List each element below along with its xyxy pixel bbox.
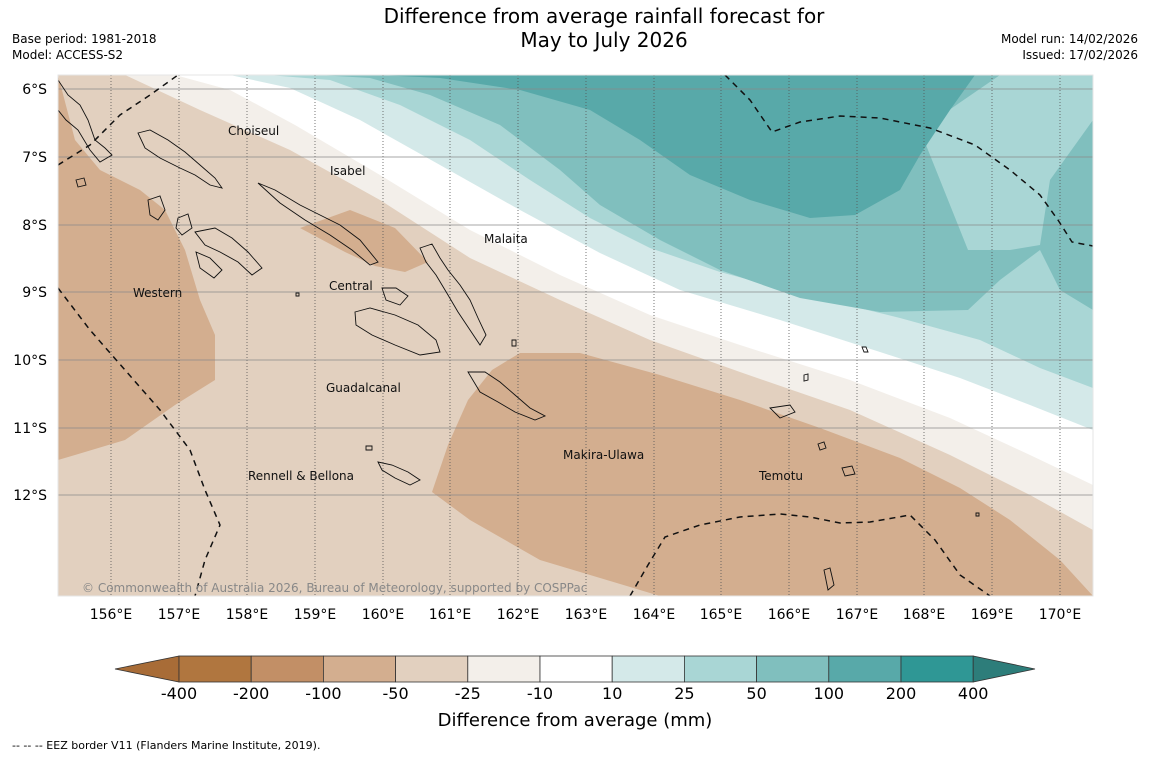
latitude-labels: 6°S 7°S 8°S 9°S 10°S 11°S 12°S	[13, 82, 47, 504]
island-outlines	[58, 79, 980, 591]
lon-label-167e: 167°E	[836, 607, 879, 623]
model-text: Model: ACCESS-S2	[12, 48, 124, 62]
lon-label-159e: 159°E	[294, 607, 337, 623]
map-area	[58, 75, 1093, 596]
lon-label-157e: 157°E	[158, 607, 201, 623]
region-label-rennell-bellona: Rennell & Bellona	[248, 469, 354, 483]
region-label-makira-ulawa: Makira-Ulawa	[563, 448, 644, 462]
eez-borders	[58, 75, 1093, 596]
colorbar-tick-label: 400	[958, 684, 989, 703]
colorbar-tick-label: 100	[814, 684, 845, 703]
region-label-central: Central	[329, 279, 373, 293]
map-title: Difference from average rainfall forecas…	[300, 4, 908, 52]
colorbar-tick-label: -400	[161, 684, 197, 703]
dry-patch-western	[58, 75, 215, 460]
title-line-2: May to July 2026	[520, 28, 688, 52]
colorbar-tick-label: -25	[455, 684, 481, 703]
region-label-isabel: Isabel	[330, 164, 365, 178]
band-plus-25-east	[378, 75, 1093, 250]
colorbar-cell	[611, 655, 685, 683]
issued-text: Issued: 17/02/2026	[1022, 48, 1138, 62]
lon-label-165e: 165°E	[700, 607, 743, 623]
longitude-labels: 156°E 157°E 158°E 159°E 160°E 161°E 162°…	[90, 607, 1082, 623]
region-label-malaita: Malaita	[484, 232, 528, 246]
meta-right: Model run: 14/02/2026 Issued: 17/02/2026	[1001, 31, 1138, 63]
colorbar-tick-label: -200	[233, 684, 269, 703]
title-line-1: Difference from average rainfall forecas…	[383, 4, 825, 28]
graticule-parallels	[58, 88, 1093, 496]
region-label-choiseul: Choiseul	[228, 124, 279, 138]
lon-label-168e: 168°E	[903, 607, 946, 623]
base-period-text: Base period: 1981-2018	[12, 32, 157, 46]
band-plus-100	[378, 75, 975, 218]
lon-label-158e: 158°E	[226, 607, 269, 623]
colorbar-cell	[322, 655, 396, 683]
copyright-text: © Commonwealth of Australia 2026, Bureau…	[82, 581, 587, 595]
colorbar-cell	[756, 655, 830, 683]
colorbar-extend-low	[114, 655, 180, 683]
lat-label-8s: 8°S	[22, 218, 47, 234]
dry-patch-central	[300, 210, 428, 272]
lon-label-169e: 169°E	[971, 607, 1014, 623]
lon-label-162e: 162°E	[497, 607, 540, 623]
colorbar-cell	[395, 655, 469, 683]
colorbar-extend-high	[972, 655, 1036, 683]
colorbar-tick-label: -100	[305, 684, 341, 703]
model-run-text: Model run: 14/02/2026	[1000, 32, 1138, 46]
lat-label-10s: 10°S	[13, 353, 47, 369]
colorbar-cell	[178, 655, 252, 683]
lon-label-166e: 166°E	[768, 607, 811, 623]
colorbar-cell	[900, 655, 974, 683]
map-frame	[57, 74, 1094, 597]
colorbar-cells	[114, 655, 1036, 683]
dry-patch-makira	[432, 353, 1093, 596]
colorbar-cell	[250, 655, 324, 683]
colorbar-cell	[828, 655, 902, 683]
region-label-guadalcanal: Guadalcanal	[326, 381, 401, 395]
colorbar-tick-label: -10	[527, 684, 553, 703]
meta-left: Base period: 1981-2018 Model: ACCESS-S2	[12, 31, 157, 63]
lat-label-9s: 9°S	[22, 285, 47, 301]
colorbar-tick-label: -50	[383, 684, 409, 703]
eez-footnote: -- -- -- EEZ border V11 (Flanders Marine…	[12, 739, 321, 752]
lon-label-160e: 160°E	[362, 607, 405, 623]
lat-label-6s: 6°S	[22, 82, 47, 98]
lon-label-170e: 170°E	[1039, 607, 1082, 623]
colorbar-tick-label: 25	[674, 684, 694, 703]
colorbar: -400 -200 -100 -50 -25 -10 10 25 50 100 200 400 Dif…	[114, 655, 1036, 731]
colorbar-tick-label: 10	[602, 684, 622, 703]
colorbar-tick-label: 200	[886, 684, 917, 703]
colorbar-cell	[684, 655, 758, 683]
colorbar-title: Difference from average (mm)	[438, 710, 713, 731]
lat-label-7s: 7°S	[22, 150, 47, 166]
lon-label-163e: 163°E	[565, 607, 608, 623]
lon-label-164e: 164°E	[633, 607, 676, 623]
colorbar-tick-label: 50	[746, 684, 766, 703]
lat-label-11s: 11°S	[13, 421, 47, 437]
region-label-temotu: Temotu	[758, 469, 803, 483]
colorbar-cell	[539, 655, 613, 683]
lat-label-12s: 12°S	[13, 488, 47, 504]
colorbar-tick-labels: -400 -200 -100 -50 -25 -10 10 25 50 100 200 400	[161, 684, 989, 703]
region-label-western: Western	[133, 286, 182, 300]
lon-label-156e: 156°E	[90, 607, 133, 623]
colorbar-cell	[467, 655, 541, 683]
lon-label-161e: 161°E	[429, 607, 472, 623]
